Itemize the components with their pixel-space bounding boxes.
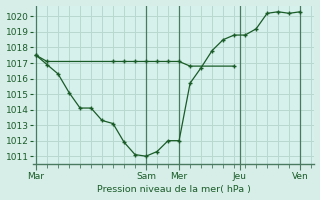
X-axis label: Pression niveau de la mer( hPa ): Pression niveau de la mer( hPa ) xyxy=(97,185,251,194)
